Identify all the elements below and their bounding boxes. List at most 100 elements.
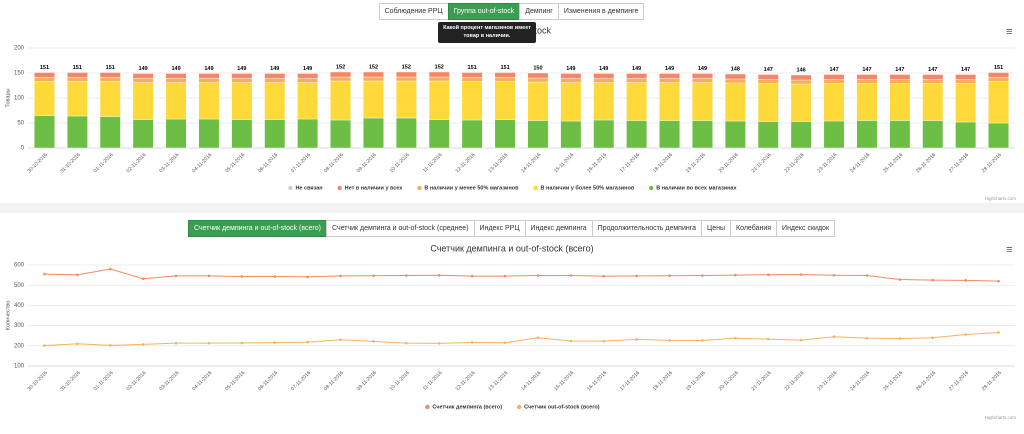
total-label: 149 — [599, 66, 608, 72]
x-tick-label: 13-11-2016 — [487, 152, 509, 174]
bar-segment — [823, 79, 845, 84]
point — [470, 341, 474, 344]
point — [799, 273, 803, 276]
bar-segment — [363, 117, 384, 149]
x-tick-label: 12-11-2016 — [454, 152, 476, 174]
bar-segment — [527, 81, 549, 121]
bar-segment — [889, 74, 911, 80]
x-tick-label: 23-11-2016 — [816, 152, 838, 174]
bar-segment — [692, 120, 713, 149]
tab[interactable]: Счетчик демпинга и out-of-stock (среднее… — [325, 220, 475, 237]
x-tick-label: 31-10-2016 — [59, 152, 81, 174]
bar-segment — [494, 119, 516, 149]
bar-segment — [955, 74, 977, 80]
total-label: 149 — [632, 66, 641, 72]
bar-segment — [527, 77, 549, 83]
bar-segment — [593, 82, 615, 121]
point — [437, 342, 441, 345]
point — [865, 336, 869, 340]
legend-symbol — [516, 404, 522, 410]
point — [832, 274, 836, 277]
bar-segment — [922, 74, 944, 80]
tab[interactable]: Счетчик демпинга и out-of-stock (всего) — [187, 220, 327, 237]
tab[interactable]: Группа out-of-stock — [447, 3, 521, 20]
bar-segment — [593, 78, 615, 83]
bar-segment — [560, 120, 582, 149]
legend-label: Не связан — [295, 185, 322, 191]
bar-segment — [593, 73, 615, 79]
tab[interactable]: Индекс РРЦ — [473, 220, 526, 237]
bar-segment — [428, 119, 450, 149]
bar-segment — [790, 121, 812, 149]
bar-segment — [626, 78, 648, 83]
bar-segment — [955, 121, 977, 149]
bar-segment — [988, 122, 1009, 149]
x-tick-label: 09-11-2016 — [356, 370, 378, 392]
point — [668, 339, 671, 342]
bar-segment — [66, 115, 88, 149]
point — [602, 275, 606, 278]
bar-segment — [527, 120, 549, 149]
bar-segment — [626, 120, 648, 149]
point — [602, 339, 606, 343]
legend: Не связан Нет в наличии у всех В наличии у… — [288, 184, 737, 191]
bar-segment — [165, 82, 187, 120]
tab[interactable]: Продолжительность демпинга — [591, 220, 703, 237]
bar-segment — [922, 120, 944, 149]
menu-icon[interactable]: ≡ — [1006, 244, 1013, 256]
point — [405, 341, 408, 345]
y-tick-label: 600 — [14, 263, 25, 269]
x-tick-label: 02-11-2016 — [125, 370, 147, 392]
point — [635, 274, 638, 278]
total-label: 152 — [369, 64, 378, 70]
total-label: 149 — [270, 66, 279, 72]
bar-segment — [330, 71, 351, 78]
bar-segment — [34, 72, 55, 78]
tab[interactable]: Индекс демпинга — [524, 220, 593, 237]
bar-segment — [395, 76, 417, 82]
bar-segment — [889, 83, 911, 121]
menu-icon[interactable]: ≡ — [1006, 26, 1013, 38]
x-tick-label: 24-11-2016 — [849, 152, 871, 174]
total-label: 151 — [106, 65, 115, 71]
point — [964, 279, 967, 282]
chart: Группа out-of-stockТовары05010015020030-… — [5, 25, 1016, 201]
bar-segment — [560, 73, 582, 79]
bar-segment — [34, 77, 55, 82]
x-tick-label: 03-11-2016 — [158, 370, 180, 392]
tab[interactable]: Изменения в демпинге — [557, 3, 645, 20]
total-label: 151 — [73, 65, 82, 71]
bar-segment — [494, 72, 516, 78]
x-tick-label: 21-11-2016 — [751, 152, 773, 174]
x-tick-label: 05-11-2016 — [224, 370, 246, 392]
x-tick-label: 25-11-2016 — [882, 152, 904, 174]
x-tick-label: 14-11-2016 — [520, 370, 542, 392]
point — [536, 336, 540, 340]
tab[interactable]: Колебания — [730, 220, 778, 237]
total-label: 147 — [961, 67, 970, 73]
bar-segment — [757, 74, 779, 80]
total-label: 149 — [698, 66, 707, 72]
bar-segment — [428, 76, 450, 82]
x-tick-label: 07-11-2016 — [290, 370, 312, 392]
chart: Счетчик демпинга и out-of-stock (всего) К… — [5, 243, 1016, 420]
legend-label: В наличии у менее 50% магазинов — [424, 185, 519, 191]
bar-segment — [692, 82, 713, 121]
x-tick-label: 08-11-2016 — [323, 152, 345, 174]
tab[interactable]: Демпинг — [519, 3, 559, 20]
bar-segment — [988, 72, 1009, 78]
bar-segment — [363, 76, 384, 82]
bar-segment — [297, 78, 319, 83]
bar-segment — [856, 83, 878, 121]
bar-segment — [757, 79, 779, 84]
total-label: 149 — [566, 66, 575, 72]
x-tick-label: 10-11-2016 — [389, 370, 411, 392]
point — [372, 274, 375, 278]
legend-symbol — [417, 185, 422, 191]
tab[interactable]: Цены — [701, 220, 731, 237]
bar-segment — [330, 119, 351, 149]
tab[interactable]: Соблюдение РРЦ — [378, 3, 449, 20]
tab[interactable]: Индекс скидок — [776, 220, 836, 237]
x-tick-label: 21-11-2016 — [751, 370, 773, 392]
x-tick-label: 24-11-2016 — [849, 370, 871, 392]
